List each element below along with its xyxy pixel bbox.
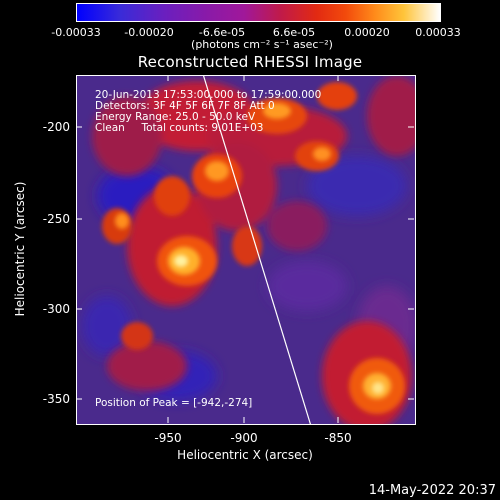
y-tick-label: -200 (42, 120, 70, 134)
colorbar-tick: -6.6e-05 (198, 26, 246, 39)
detectors-label: Detectors: 3F 4F 5F 6F 7F 8F Att 0 (95, 100, 275, 112)
x-tick-label: -850 (324, 431, 352, 445)
axis-ticks (76, 75, 414, 423)
y-tick-label: -300 (42, 302, 70, 316)
energy-range-label: Energy Range: 25.0 - 50.0 keV (95, 111, 256, 123)
time-range-label: 20-Jun-2013 17:53:00.000 to 17:59:00.000 (95, 89, 322, 101)
image-title: Reconstructed RHESSI Image (137, 53, 363, 71)
y-axis-label: Heliocentric Y (arcsec) (13, 181, 27, 317)
colorbar-tick: 0.00020 (344, 26, 390, 39)
colorbar-tick: -0.00020 (124, 26, 174, 39)
colorbar-unit: (photons cm⁻² s⁻¹ asec⁻²) (191, 38, 333, 51)
colorbar-tick: 6.6e-05 (272, 26, 316, 39)
colorbar-tick: -0.00033 (51, 26, 101, 39)
colorbar-tick: 0.00033 (415, 26, 461, 39)
rhessi-image-map (77, 76, 415, 424)
generation-date: 14-May-2022 20:37 (368, 483, 496, 498)
y-tick-label: -250 (42, 212, 70, 226)
rhessi-image: 20-Jun-2013 17:53:00.000 to 17:59:00.000… (76, 75, 416, 425)
x-tick-label: -950 (154, 431, 182, 445)
clean-counts-label: Clean Total counts: 9.01E+03 (95, 122, 264, 134)
colorbar (76, 3, 441, 22)
solar-limb-line (202, 76, 312, 424)
x-axis-label: Heliocentric X (arcsec) (177, 448, 313, 462)
x-tick-label: -900 (230, 431, 258, 445)
peak-position-label: Position of Peak = [-942,-274] (95, 397, 253, 409)
y-tick-label: -350 (42, 392, 70, 406)
